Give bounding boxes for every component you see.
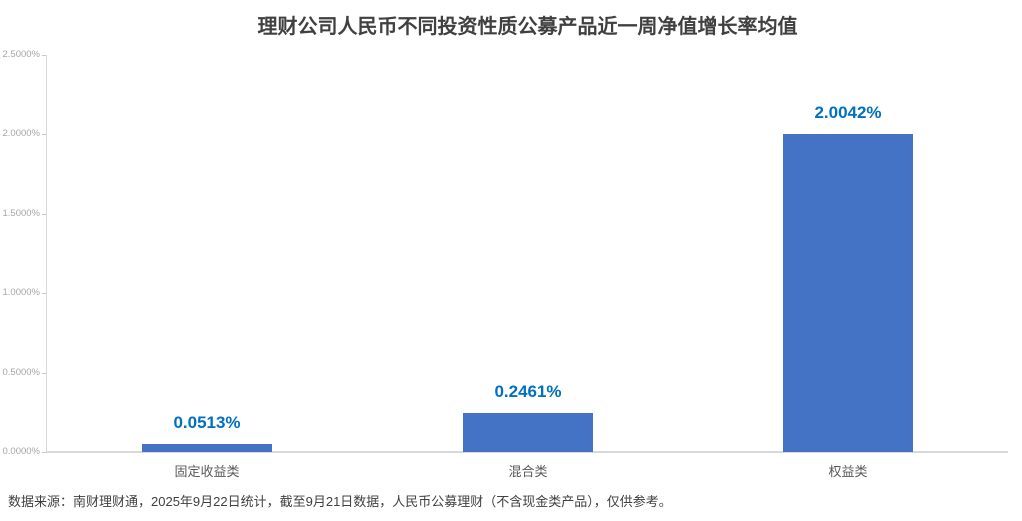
bar-value-label: 0.2461% <box>494 382 562 401</box>
y-axis-tick-label: 2.0000% <box>2 128 40 140</box>
bar <box>463 413 593 452</box>
y-axis-tick-mark <box>42 452 47 453</box>
bar-value-label: 2.0042% <box>814 103 882 122</box>
y-axis-tick-label: 0.0000% <box>2 446 40 457</box>
bar <box>783 134 913 452</box>
y-axis-tick-label: 1.5000% <box>2 207 40 219</box>
y-axis-tick-mark <box>42 55 47 56</box>
y-axis-tick-mark <box>42 373 47 374</box>
y-axis-tick-label: 2.5000% <box>2 49 40 60</box>
source-note: 数据来源：南财理财通，2025年9月22日统计，截至9月21日数据，人民币公募理… <box>8 494 672 509</box>
y-axis-tick-label: 1.0000% <box>2 287 40 299</box>
y-axis-tick-mark <box>42 134 47 135</box>
y-axis-tick-mark <box>42 293 47 294</box>
chart-title: 理财公司人民币不同投资性质公募产品近一周净值增长率均值 <box>257 16 798 38</box>
y-axis-tick-mark <box>42 214 47 215</box>
x-axis-category-label: 混合类 <box>508 464 548 479</box>
x-axis-line <box>46 451 1008 453</box>
y-axis-tick-label: 0.5000% <box>2 366 40 378</box>
x-axis-category-label: 固定收益类 <box>174 464 240 479</box>
bar <box>142 444 272 452</box>
bar-value-label: 0.0513% <box>173 413 241 432</box>
y-axis-line <box>46 55 47 452</box>
x-axis-category-label: 权益类 <box>828 464 868 479</box>
